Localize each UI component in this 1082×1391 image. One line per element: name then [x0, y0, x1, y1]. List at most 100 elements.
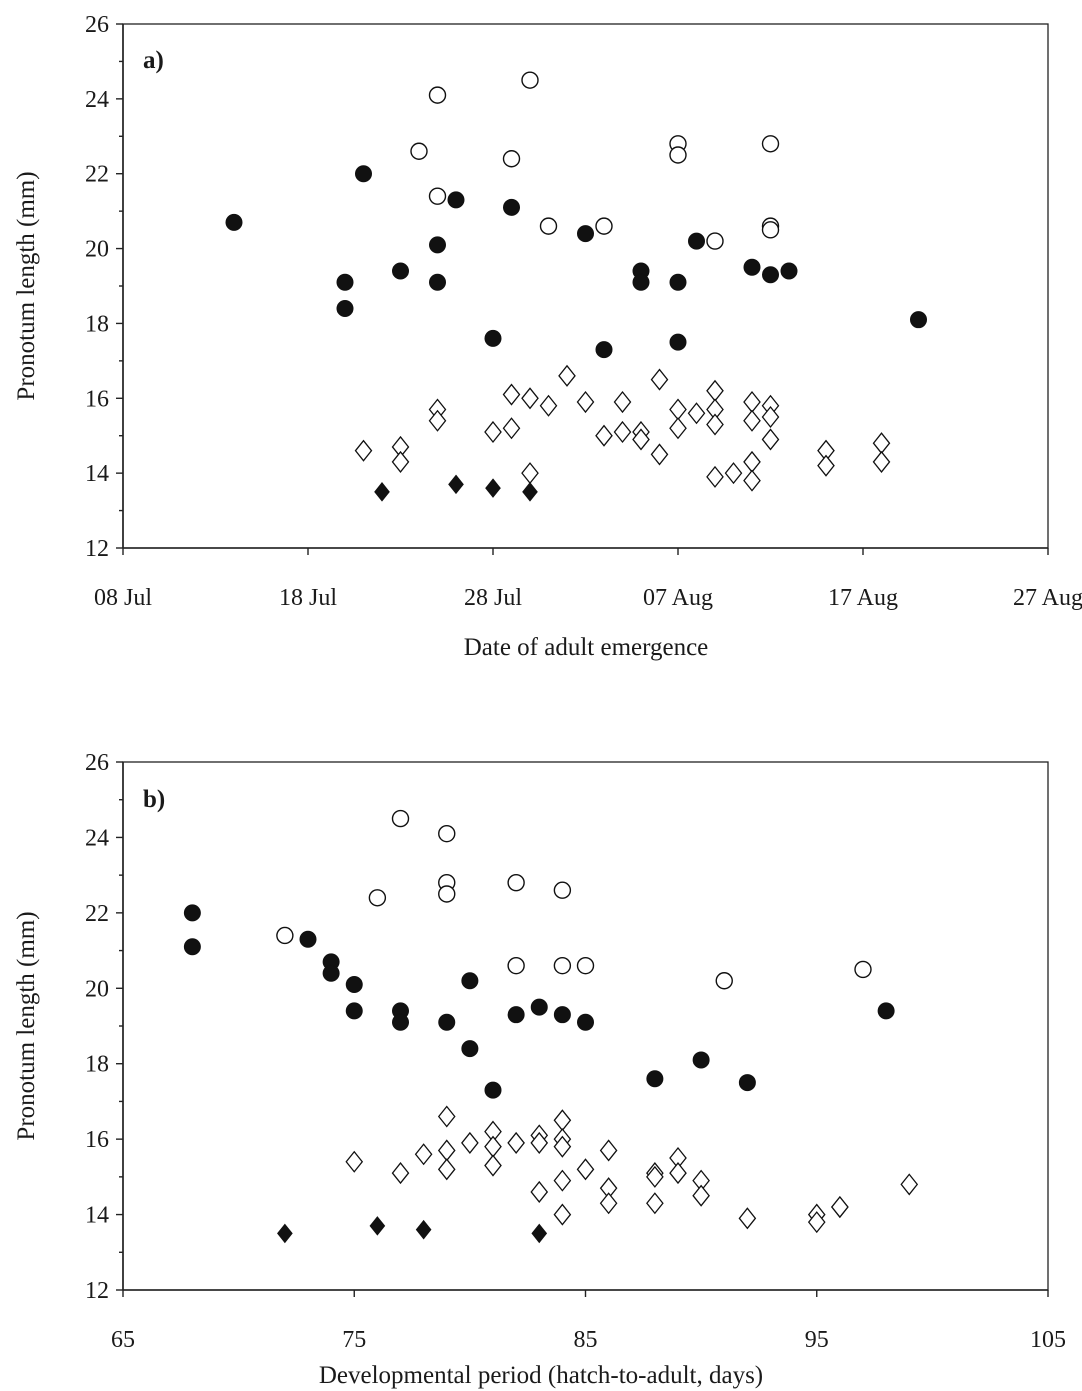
open-diamond-point — [669, 1162, 687, 1185]
filled-circle-point — [345, 1002, 363, 1020]
filled-circle-point — [336, 299, 354, 317]
panel-b: 12 14 16 18 20 22 24 26 65 75 85 95 105 b) Developm… — [13, 750, 1066, 1389]
open-diamond-point — [706, 465, 724, 488]
filled-circle-point — [632, 273, 650, 291]
x-tick-label: 105 — [1030, 1327, 1066, 1353]
filled-circle-point — [743, 258, 761, 276]
filled-circle-point — [530, 998, 548, 1016]
y-axis-title: Pronotum length (mm) — [13, 171, 40, 400]
open-circle-point — [276, 926, 294, 945]
y-tick-label: 12 — [85, 536, 109, 562]
open-circle-point — [553, 881, 572, 899]
filled-circle-point — [392, 262, 409, 280]
filled-circle-point — [595, 341, 613, 359]
panel-label: b) — [143, 786, 165, 813]
open-diamond-point — [484, 420, 502, 444]
filled-circle-point — [692, 1051, 710, 1069]
open-circle-point — [502, 150, 521, 168]
y-axis-title: Pronotum length (mm) — [13, 911, 40, 1140]
x-axis-title: Date of adult emergence — [464, 634, 709, 661]
open-diamond-point — [650, 368, 669, 391]
x-tick-label: 75 — [342, 1327, 366, 1353]
filled-circle-point — [392, 1013, 409, 1031]
open-circle-point — [428, 86, 447, 104]
open-diamond-point — [807, 1211, 826, 1234]
open-diamond-point — [484, 1135, 502, 1158]
filled-diamond-point — [531, 1223, 548, 1244]
open-diamond-point — [414, 1143, 433, 1166]
open-circle-point — [391, 809, 410, 828]
open-circle-point — [410, 142, 428, 160]
filled-circle-point — [877, 1002, 895, 1020]
open-diamond-point — [706, 379, 724, 402]
open-diamond-point — [599, 1139, 618, 1162]
filled-diamond-point — [277, 1223, 293, 1244]
y-tick-label: 26 — [85, 12, 109, 38]
open-diamond-point — [743, 409, 761, 432]
open-diamond-point — [831, 1195, 849, 1219]
filled-circle-point — [299, 930, 317, 948]
open-diamond-point — [428, 409, 447, 432]
open-diamond-point — [669, 398, 687, 421]
x-tick-label: 27 Aug — [1013, 585, 1082, 611]
x-axis-title: Developmental period (hatch-to-adult, da… — [319, 1362, 763, 1389]
filled-circle-point — [183, 904, 201, 922]
open-circle-point — [706, 232, 724, 250]
scatter-points — [225, 71, 927, 502]
open-circle-point — [438, 885, 456, 903]
open-diamond-point — [687, 402, 706, 425]
filled-circle-point — [507, 1006, 525, 1024]
filled-circle-point — [429, 236, 446, 254]
filled-circle-point — [484, 1081, 502, 1099]
y-tick-label: 22 — [85, 901, 109, 927]
filled-diamond-point — [522, 482, 538, 502]
plot-frame — [122, 23, 1049, 549]
x-tick-label: 65 — [111, 1327, 135, 1353]
filled-circle-point — [669, 273, 687, 291]
open-diamond-point — [743, 390, 761, 414]
filled-diamond-point — [448, 474, 464, 495]
filled-circle-point — [447, 191, 465, 209]
y-tick-label: 14 — [85, 1203, 109, 1229]
open-diamond-point — [872, 450, 891, 473]
open-diamond-point — [345, 1150, 364, 1173]
y-tick-label: 16 — [85, 386, 109, 412]
open-diamond-point — [576, 1158, 595, 1181]
filled-circle-point — [461, 1040, 479, 1058]
open-diamond-point — [437, 1139, 456, 1162]
open-diamond-point — [437, 1158, 456, 1181]
open-diamond-point — [613, 390, 632, 414]
open-diamond-point — [484, 1154, 502, 1177]
open-circle-point — [595, 217, 613, 235]
y-tick-label: 24 — [85, 825, 109, 851]
open-diamond-point — [669, 417, 687, 440]
open-circle-point — [428, 187, 447, 205]
filled-circle-point — [910, 311, 927, 329]
open-diamond-point — [738, 1207, 757, 1230]
filled-circle-point — [577, 1013, 594, 1031]
open-diamond-point — [743, 469, 761, 492]
y-tick-label: 18 — [85, 1052, 109, 1078]
open-diamond-point — [595, 424, 613, 447]
open-diamond-point — [761, 405, 780, 429]
open-diamond-point — [391, 1162, 410, 1185]
filled-circle-point — [438, 1013, 456, 1031]
filled-circle-point — [461, 972, 479, 990]
open-diamond-point — [553, 1169, 572, 1192]
open-circle-point — [761, 221, 780, 239]
y-tick-label: 16 — [85, 1127, 109, 1153]
open-diamond-point — [646, 1165, 664, 1188]
y-tick-label: 18 — [85, 311, 109, 337]
filled-circle-point — [484, 329, 502, 347]
x-tick-label: 85 — [574, 1327, 598, 1353]
open-diamond-point — [650, 443, 669, 466]
filled-circle-point — [355, 165, 372, 183]
open-diamond-point — [521, 462, 539, 485]
open-circle-point — [854, 960, 872, 979]
filled-circle-point — [646, 1070, 664, 1088]
filled-circle-point — [780, 262, 798, 280]
filled-diamond-point — [374, 482, 390, 502]
panel-label: a) — [143, 47, 164, 74]
open-diamond-point — [530, 1131, 549, 1154]
